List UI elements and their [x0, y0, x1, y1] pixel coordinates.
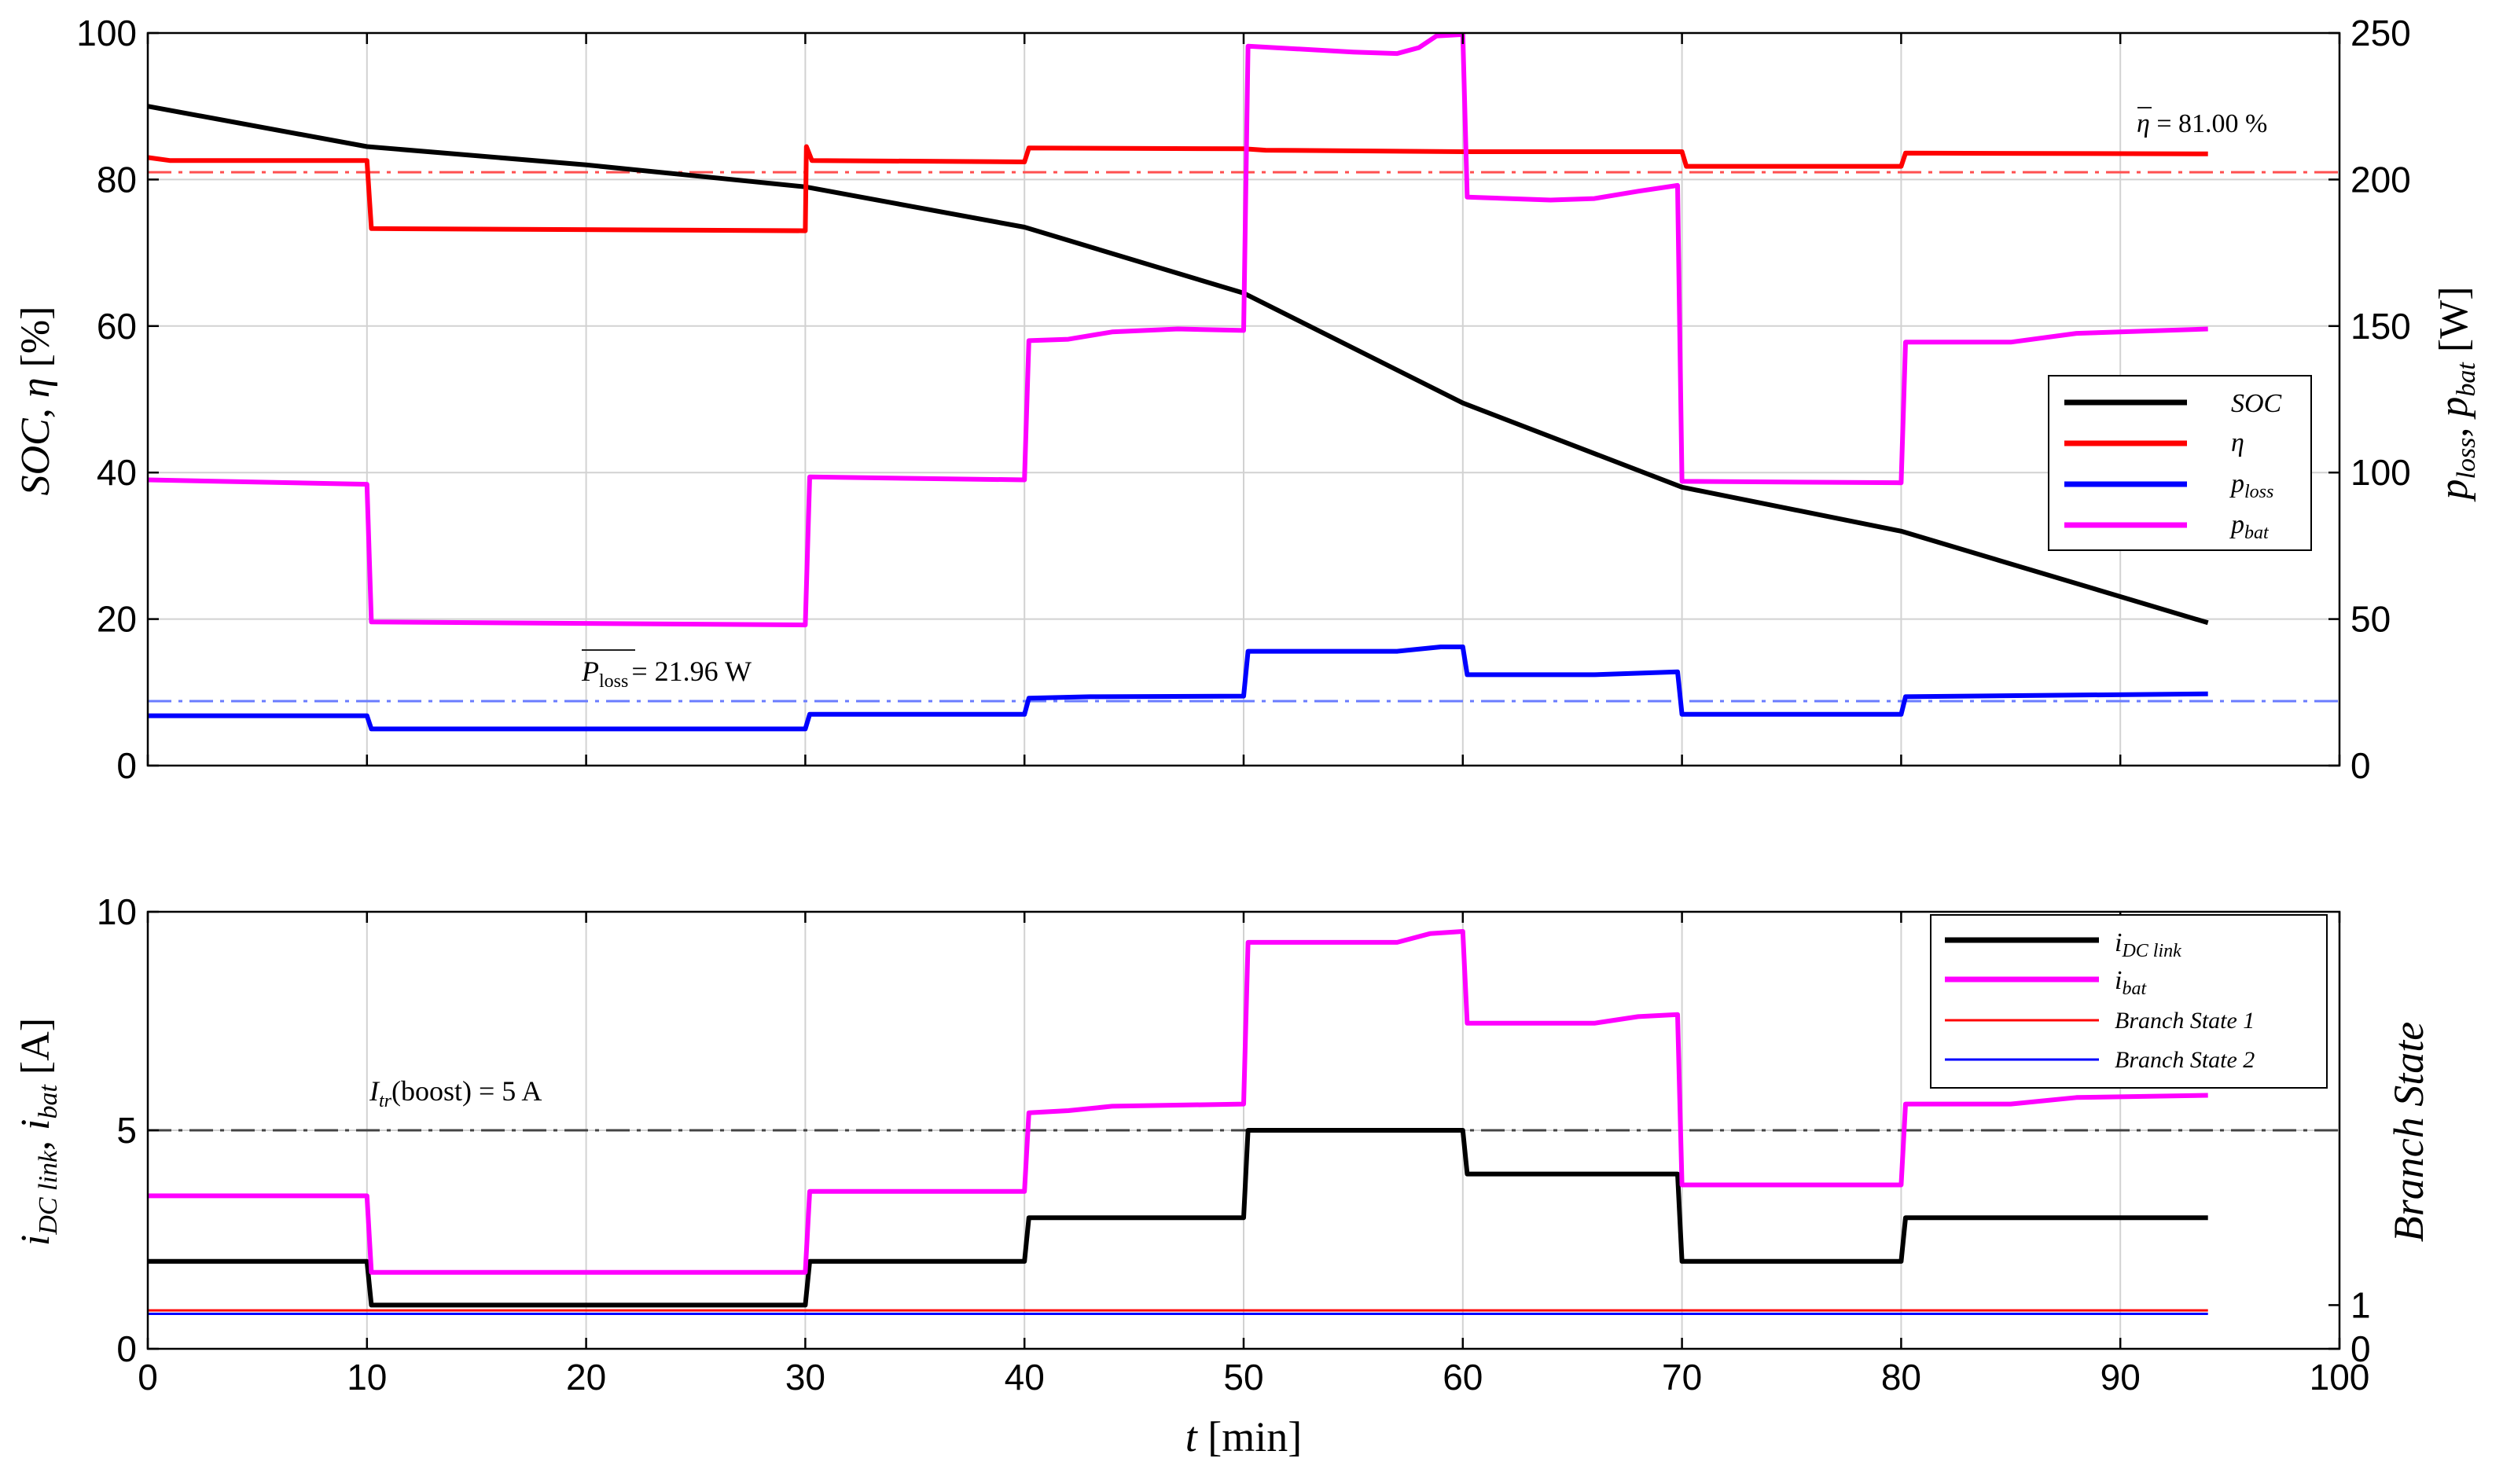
bottom-y-left-label: iDC link, ibat [A] [13, 1018, 63, 1246]
bottom-x-tick-label: 80 [1881, 1357, 1921, 1398]
top-y-right-tick-label: 100 [2350, 452, 2411, 493]
bottom-x-tick-label: 60 [1443, 1357, 1483, 1398]
bottom-y-right-tick-label: 1 [2350, 1284, 2371, 1325]
bottom-x-tick-label: 10 [347, 1357, 387, 1398]
series--line [147, 144, 2208, 233]
top-series [147, 31, 2209, 732]
top-y-tick-label: 0 [116, 745, 137, 786]
eta-mean-label: η = 81.00 % [2137, 109, 2267, 138]
boost-threshold-symbol: I [369, 1075, 380, 1107]
legend-soc-label: SOC [2231, 389, 2282, 418]
bottom-x-tick-label: 40 [1005, 1357, 1045, 1398]
legend-branch1-label: Branch State 1 [2115, 1008, 2255, 1034]
eta-mean-value: = 81.00 % [2150, 109, 2268, 138]
top-y-right-label: ploss, pbat [W] [2431, 286, 2481, 502]
ploss-mean-value: = 21.96 W [631, 656, 752, 687]
bottom-x-tick-label: 50 [1223, 1357, 1263, 1398]
top-y-tick-label: 20 [97, 599, 137, 640]
legend-eta-label: η [2231, 428, 2244, 457]
top-y-right-tick-label: 0 [2350, 745, 2371, 786]
series-p-loss-line [148, 645, 2208, 732]
top-y-right-tick-label: 150 [2350, 306, 2411, 347]
series-p-bat-line [147, 31, 2208, 628]
series-i-dc-link-line [148, 1128, 2208, 1308]
boost-threshold-label: Itr(boost) = 5 A [369, 1075, 542, 1111]
bottom-x-tick-label: 70 [1662, 1357, 1702, 1398]
boost-threshold-subscript: tr [379, 1091, 392, 1111]
bottom-x-tick-label: 100 [2310, 1357, 2370, 1398]
top-y-tick-label: 40 [97, 452, 137, 493]
x-axis-label: t [min] [1185, 1413, 1303, 1460]
top-y-left-label: SOC, η [%] [13, 307, 58, 496]
top-y-tick-label: 80 [97, 159, 137, 200]
bottom-y-tick-label: 10 [97, 891, 137, 932]
series-soc-line [147, 104, 2209, 626]
top-ticks: 0 20 40 60 80 100 0 50 100 150 200 250 [76, 13, 2411, 786]
legend-branch2-label: Branch State 2 [2115, 1047, 2255, 1073]
bottom-series [148, 929, 2208, 1315]
bottom-y-tick-label: 5 [116, 1110, 137, 1151]
ploss-mean-label: Ploss = 21.96 W [581, 656, 752, 692]
bottom-x-tick-label: 20 [566, 1357, 606, 1398]
bottom-y-right-label: Branch State [2385, 1022, 2432, 1242]
bottom-legend: iDC link ibat Branch State 1 Branch Stat… [1930, 914, 2328, 1089]
top-y-tick-label: 100 [76, 13, 137, 53]
ploss-mean-symbol: P [581, 656, 599, 687]
bottom-y-tick-label: 0 [116, 1328, 137, 1369]
top-y-right-tick-label: 50 [2350, 599, 2391, 640]
ploss-mean-subscript: loss [599, 671, 628, 692]
top-y-right-tick-label: 250 [2350, 13, 2411, 53]
boost-threshold-value: (boost) = 5 A [391, 1075, 542, 1107]
bottom-x-tick-label: 30 [785, 1357, 825, 1398]
top-annotations [148, 171, 2339, 703]
bottom-x-tick-label: 90 [2101, 1357, 2141, 1398]
top-y-tick-label: 60 [97, 306, 137, 347]
bottom-y-right-tick-label: 0 [2350, 1328, 2371, 1369]
bottom-x-tick-label: 0 [138, 1357, 158, 1398]
top-legend: SOC η ploss pbat [2048, 375, 2312, 551]
series-i-bat-line [148, 929, 2208, 1275]
top-y-right-tick-label: 200 [2350, 159, 2411, 200]
eta-mean-symbol: η [2137, 109, 2150, 138]
